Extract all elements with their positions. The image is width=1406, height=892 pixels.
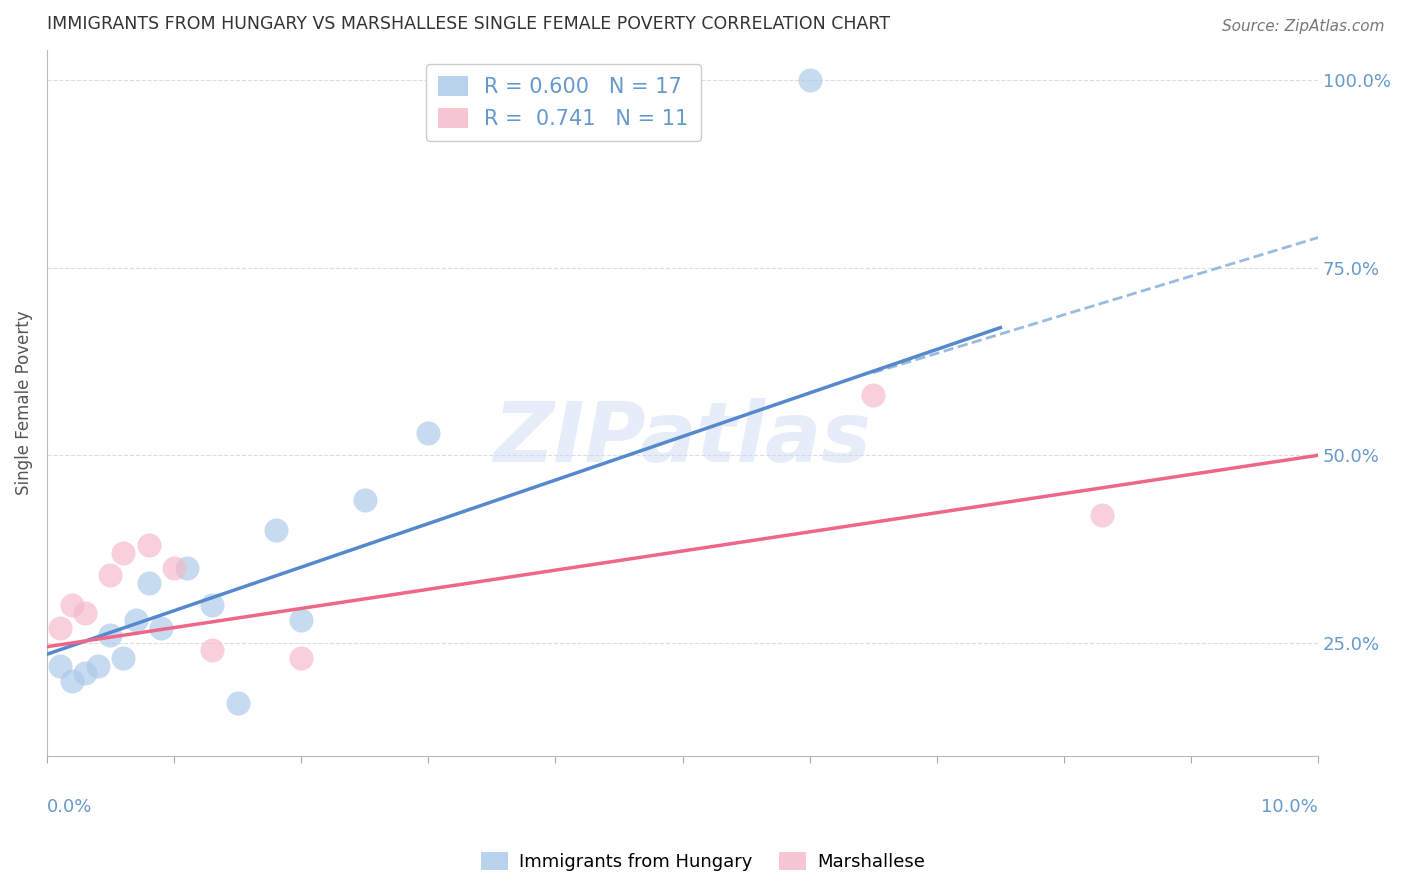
Point [138,576,160,591]
Point [176,561,198,575]
Legend: Immigrants from Hungary, Marshallese: Immigrants from Hungary, Marshallese [474,846,932,879]
Point [112,651,135,665]
Point [353,493,375,508]
Point [125,614,148,628]
Point [290,614,312,628]
Point [799,73,821,87]
Point [73,666,96,681]
Text: IMMIGRANTS FROM HUNGARY VS MARSHALLESE SINGLE FEMALE POVERTY CORRELATION CHART: IMMIGRANTS FROM HUNGARY VS MARSHALLESE S… [46,15,890,33]
Point [138,538,160,552]
Point [163,561,186,575]
Point [226,696,249,710]
Text: ZIPatlas: ZIPatlas [494,398,872,478]
Point [418,425,440,440]
Point [1091,508,1114,523]
Text: Source: ZipAtlas.com: Source: ZipAtlas.com [1222,20,1385,34]
Point [60,673,83,688]
Point [862,388,884,402]
Point [100,568,122,582]
Text: 10.0%: 10.0% [1261,798,1319,816]
Point [60,599,83,613]
Point [87,658,110,673]
Y-axis label: Single Female Poverty: Single Female Poverty [15,310,32,495]
Point [290,651,312,665]
Point [112,546,135,560]
Point [48,621,70,635]
Point [264,524,287,538]
Point [100,628,122,642]
Point [201,643,224,657]
Point [73,606,96,620]
Legend: R = 0.600   N = 17, R =  0.741   N = 11: R = 0.600 N = 17, R = 0.741 N = 11 [426,64,702,141]
Point [201,599,224,613]
Text: 0.0%: 0.0% [46,798,93,816]
Point [150,621,173,635]
Point [48,658,70,673]
